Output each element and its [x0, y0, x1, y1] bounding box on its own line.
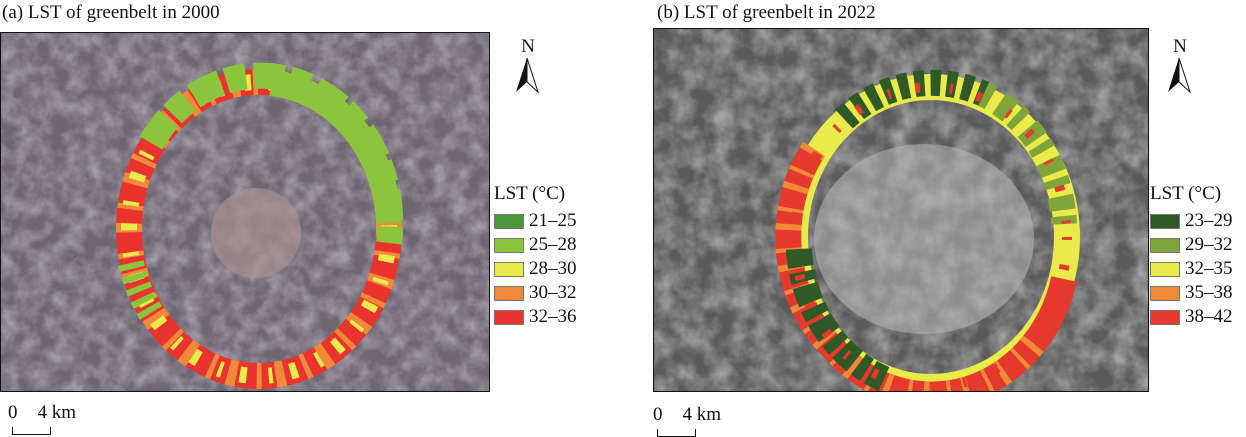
legend-swatch — [494, 237, 524, 253]
city-area — [814, 144, 1034, 334]
legend-label: 21–25 — [529, 210, 577, 231]
scale-line — [12, 427, 51, 435]
legend-label: 30–32 — [529, 282, 577, 303]
legend-item: 32–36 — [494, 305, 577, 329]
legend-swatch — [494, 285, 524, 301]
legend-label: 35–38 — [1185, 282, 1233, 303]
legend-swatch — [494, 261, 524, 277]
satellite-image-2022 — [654, 29, 1148, 391]
legend-title: LST (°C) — [1150, 183, 1222, 204]
legend-item: 23–29 — [1150, 209, 1233, 233]
legend-item: 38–42 — [1150, 305, 1233, 329]
scale-end: 4 km — [682, 404, 722, 425]
legend-item: 35–38 — [1150, 281, 1233, 305]
legend-swatch — [1150, 309, 1180, 325]
greenbelt-ring-2000 — [116, 62, 404, 389]
legend-item: 21–25 — [494, 209, 577, 233]
legend-label: 32–35 — [1185, 258, 1233, 279]
north-arrow-2022: N — [1165, 36, 1195, 99]
legend-swatch — [1150, 213, 1180, 229]
legend-item: 32–35 — [1150, 257, 1233, 281]
scale-line — [657, 429, 696, 437]
north-label: N — [521, 36, 535, 57]
legend-item: 28–30 — [494, 257, 577, 281]
legend-item: 25–28 — [494, 233, 577, 257]
map-2022 — [653, 28, 1149, 392]
scale-bar-2022: 0 4 km — [653, 404, 722, 437]
city-area — [211, 188, 301, 278]
legend-2000: LST (°C) 21–25 25–28 28–30 30–32 32–36 — [494, 183, 577, 329]
scale-bar-2000: 0 4 km — [8, 402, 77, 435]
panel-b-title: (b) LST of greenbelt in 2022 — [657, 2, 876, 23]
legend-swatch — [494, 213, 524, 229]
legend-item: 29–32 — [1150, 233, 1233, 257]
north-arrow-2000: N — [513, 36, 543, 99]
north-label: N — [1173, 36, 1187, 57]
legend-label: 38–42 — [1185, 306, 1233, 327]
legend-label: 32–36 — [529, 306, 577, 327]
legend-swatch — [1150, 285, 1180, 301]
greenbelt-ring-2022 — [775, 69, 1080, 391]
legend-label: 28–30 — [529, 258, 577, 279]
legend-item: 30–32 — [494, 281, 577, 305]
scale-zero: 0 — [653, 404, 663, 425]
legend-label: 23–29 — [1185, 210, 1233, 231]
legend-label: 29–32 — [1185, 234, 1233, 255]
map-2000 — [0, 32, 490, 392]
legend-swatch — [1150, 237, 1180, 253]
legend-2022: LST (°C) 23–29 29–32 32–35 35–38 38–42 — [1150, 183, 1233, 329]
legend-swatch — [1150, 261, 1180, 277]
legend-label: 25–28 — [529, 234, 577, 255]
scale-end: 4 km — [37, 402, 77, 423]
north-arrow-icon — [1168, 57, 1192, 94]
satellite-image-2000 — [1, 33, 489, 391]
legend-title: LST (°C) — [494, 183, 566, 204]
legend-swatch — [494, 309, 524, 325]
scale-zero: 0 — [8, 402, 18, 423]
panel-a-title: (a) LST of greenbelt in 2000 — [2, 2, 220, 23]
north-arrow-icon — [516, 57, 540, 94]
